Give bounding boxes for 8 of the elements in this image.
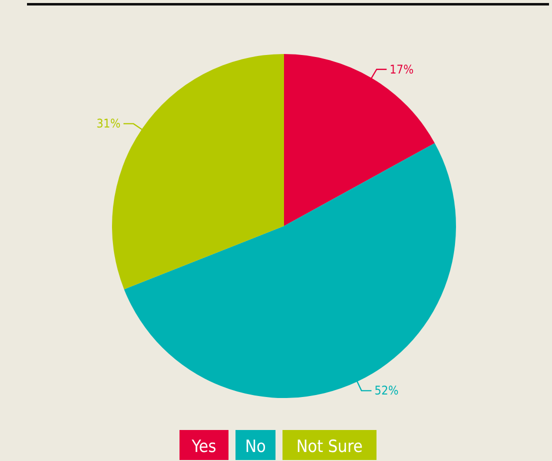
legend-label: Yes (190, 437, 216, 457)
pie-slice (124, 143, 456, 398)
data-label: 52% (374, 384, 398, 398)
data-label: 17% (390, 62, 414, 76)
legend-label: Not Sure (296, 437, 363, 457)
legend-label: No (245, 437, 266, 457)
data-label: 31% (96, 116, 120, 131)
pie-slice (284, 54, 435, 226)
